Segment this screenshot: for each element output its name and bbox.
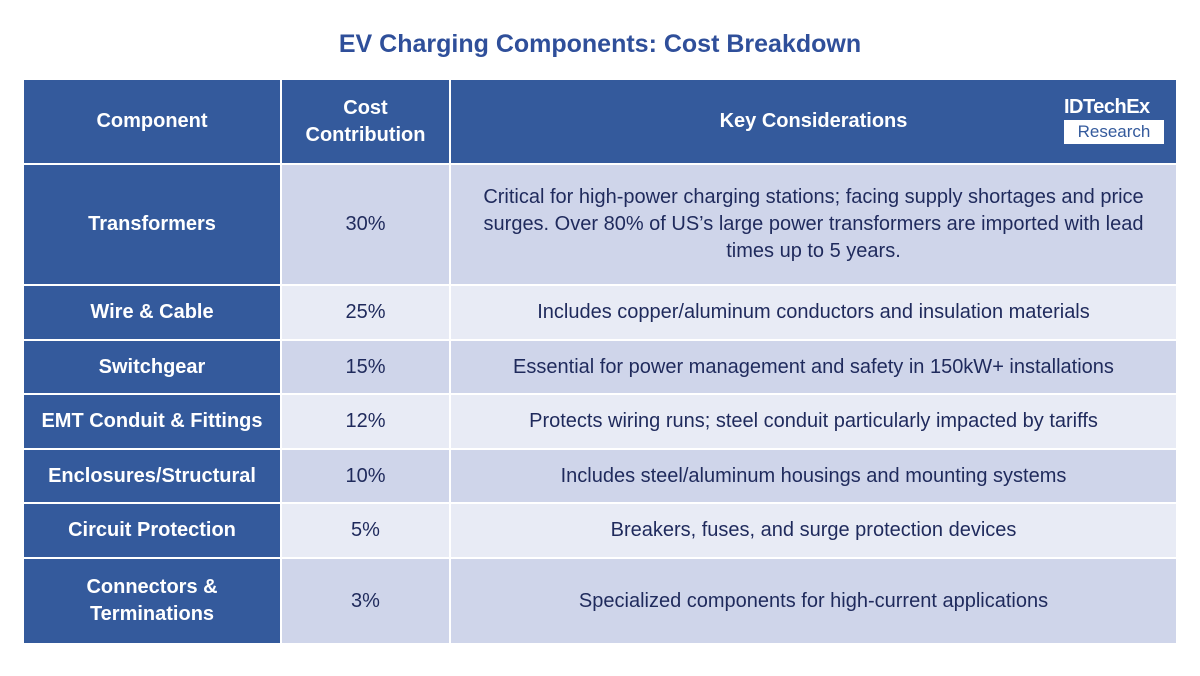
considerations-cell: Specialized components for high-current … (449, 557, 1178, 645)
considerations-cell: Essential for power management and safet… (449, 339, 1178, 395)
header-row: Component Cost Contribution Key Consider… (22, 78, 1178, 165)
header-considerations: Key Considerations IDTechEx Research (449, 78, 1178, 165)
idtechex-logo: IDTechEx Research (1064, 96, 1164, 144)
component-cell: Connectors & Terminations (22, 557, 282, 645)
component-cell: Transformers (22, 163, 282, 286)
component-cell: Circuit Protection (22, 502, 282, 559)
cost-cell: 25% (280, 284, 451, 341)
header-cost: Cost Contribution (280, 78, 451, 165)
considerations-cell: Breakers, fuses, and surge protection de… (449, 502, 1178, 559)
table-row: EMT Conduit & Fittings 12% Protects wiring… (22, 393, 1178, 450)
table-row: Enclosures/Structural 10% Includes steel/a… (22, 448, 1178, 504)
considerations-cell: Includes steel/aluminum housings and mou… (449, 448, 1178, 504)
cost-cell: 15% (280, 339, 451, 395)
cost-cell: 3% (280, 557, 451, 645)
cost-cell: 12% (280, 393, 451, 450)
table-row: Wire & Cable 25% Includes copper/aluminum … (22, 284, 1178, 341)
logo-line2: Research (1064, 120, 1164, 144)
table-row: Circuit Protection 5% Breakers, fuses, and… (22, 502, 1178, 559)
cost-table: Component Cost Contribution Key Consider… (22, 78, 1178, 645)
table-row: Connectors & Terminations 3% Specialized c… (22, 557, 1178, 645)
considerations-cell: Critical for high-power charging station… (449, 163, 1178, 286)
header-component: Component (22, 78, 282, 165)
table-row: Switchgear 15% Essential for power managem… (22, 339, 1178, 395)
component-cell: Enclosures/Structural (22, 448, 282, 504)
component-cell: EMT Conduit & Fittings (22, 393, 282, 450)
considerations-cell: Protects wiring runs; steel conduit part… (449, 393, 1178, 450)
cost-cell: 10% (280, 448, 451, 504)
cost-cell: 5% (280, 502, 451, 559)
page-title: EV Charging Components: Cost Breakdown (338, 30, 862, 58)
component-cell: Switchgear (22, 339, 282, 395)
considerations-cell: Includes copper/aluminum conductors and … (449, 284, 1178, 341)
table-row: Transformers 30% Critical for high-power c… (22, 163, 1178, 286)
logo-line1: IDTechEx (1064, 96, 1150, 118)
header-considerations-label: Key Considerations (719, 110, 908, 132)
cost-cell: 30% (280, 163, 451, 286)
component-cell: Wire & Cable (22, 284, 282, 341)
